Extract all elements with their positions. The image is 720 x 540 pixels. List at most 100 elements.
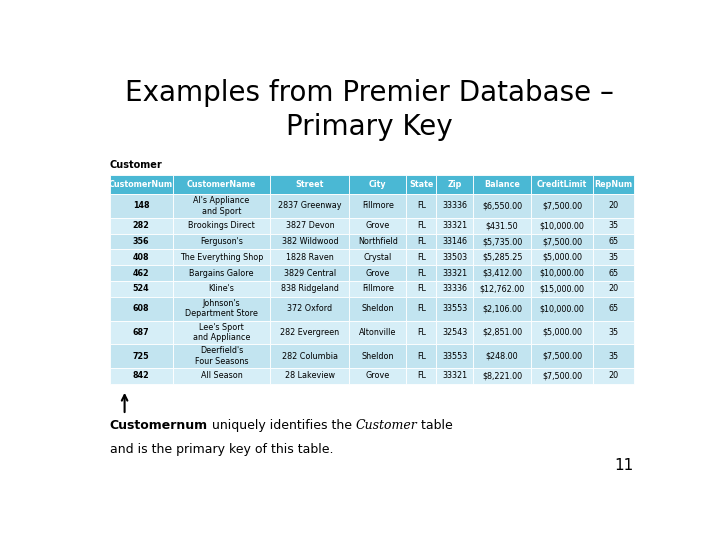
Bar [109, 281, 173, 297]
Text: 35: 35 [608, 253, 618, 262]
Text: 65: 65 [608, 268, 618, 278]
Bar [271, 194, 349, 218]
Bar [531, 344, 593, 368]
Bar [436, 249, 473, 265]
Bar [349, 265, 406, 281]
Text: 33321: 33321 [442, 268, 467, 278]
Text: FL: FL [417, 285, 426, 293]
Bar [349, 234, 406, 249]
Bar [406, 368, 436, 384]
Text: $8,221.00: $8,221.00 [482, 372, 522, 380]
Text: Customer: Customer [356, 419, 418, 432]
Bar [531, 194, 593, 218]
Text: 725: 725 [132, 352, 150, 361]
Bar [531, 321, 593, 344]
Bar [473, 344, 531, 368]
Bar [271, 218, 349, 234]
Bar [271, 344, 349, 368]
Text: 20: 20 [608, 201, 618, 211]
Text: 33553: 33553 [442, 304, 467, 313]
Text: Bargains Galore: Bargains Galore [189, 268, 254, 278]
Bar [436, 218, 473, 234]
Bar [173, 175, 271, 194]
Text: Brookings Direct: Brookings Direct [188, 221, 255, 230]
Bar [436, 321, 473, 344]
Bar [436, 234, 473, 249]
Bar [271, 249, 349, 265]
Text: $7,500.00: $7,500.00 [542, 352, 582, 361]
Text: 524: 524 [132, 285, 150, 293]
Bar [173, 368, 271, 384]
Bar [406, 218, 436, 234]
Text: 356: 356 [132, 237, 149, 246]
Text: 20: 20 [608, 372, 618, 380]
Bar [473, 249, 531, 265]
Text: $5,000.00: $5,000.00 [542, 253, 582, 262]
Bar [349, 194, 406, 218]
Bar [593, 368, 634, 384]
Text: 33553: 33553 [442, 352, 467, 361]
Text: $6,550.00: $6,550.00 [482, 201, 522, 211]
Bar [531, 175, 593, 194]
Bar [109, 344, 173, 368]
Bar [349, 249, 406, 265]
Text: Lee's Sport
and Appliance: Lee's Sport and Appliance [193, 323, 251, 342]
Text: 32543: 32543 [442, 328, 467, 337]
Bar [109, 265, 173, 281]
Bar [593, 249, 634, 265]
Bar [349, 368, 406, 384]
Bar [436, 344, 473, 368]
Text: Johnson's
Department Store: Johnson's Department Store [185, 299, 258, 319]
Text: FL: FL [417, 304, 426, 313]
Text: 33503: 33503 [442, 253, 467, 262]
Bar [593, 194, 634, 218]
Bar [593, 321, 634, 344]
Text: 20: 20 [608, 285, 618, 293]
Text: CustomerNum: CustomerNum [109, 180, 173, 189]
Text: Zip: Zip [448, 180, 462, 189]
Bar [173, 249, 271, 265]
Text: 1828 Raven: 1828 Raven [286, 253, 334, 262]
Text: 65: 65 [608, 304, 618, 313]
Text: 382 Wildwood: 382 Wildwood [282, 237, 338, 246]
Bar [436, 194, 473, 218]
Bar [173, 281, 271, 297]
Text: RepNum: RepNum [595, 180, 633, 189]
Text: 65: 65 [608, 237, 618, 246]
Bar [473, 265, 531, 281]
Text: 838 Ridgeland: 838 Ridgeland [281, 285, 339, 293]
Text: Deerfield's
Four Seasons: Deerfield's Four Seasons [195, 346, 248, 366]
Text: Sheldon: Sheldon [361, 352, 394, 361]
Text: CustomerName: CustomerName [187, 180, 256, 189]
Bar [406, 297, 436, 321]
Text: 35: 35 [608, 328, 618, 337]
Text: $12,762.00: $12,762.00 [480, 285, 525, 293]
Bar [406, 344, 436, 368]
Text: Altonville: Altonville [359, 328, 397, 337]
Text: $431.50: $431.50 [486, 221, 518, 230]
Text: The Everything Shop: The Everything Shop [180, 253, 264, 262]
Bar [406, 321, 436, 344]
Text: Fillmore: Fillmore [362, 285, 394, 293]
Text: 35: 35 [608, 352, 618, 361]
Text: Customer: Customer [109, 160, 162, 170]
Bar [531, 368, 593, 384]
Text: 33336: 33336 [442, 201, 467, 211]
Text: FL: FL [417, 268, 426, 278]
Text: 35: 35 [608, 221, 618, 230]
Bar [406, 194, 436, 218]
Text: Ferguson's: Ferguson's [200, 237, 243, 246]
Text: FL: FL [417, 253, 426, 262]
Text: 687: 687 [132, 328, 150, 337]
Text: uniquely identifies the: uniquely identifies the [207, 419, 356, 432]
Text: FL: FL [417, 237, 426, 246]
Text: FL: FL [417, 201, 426, 211]
Bar [473, 321, 531, 344]
Text: Customernum: Customernum [109, 419, 207, 432]
Bar [109, 321, 173, 344]
Bar [173, 194, 271, 218]
Text: 842: 842 [132, 372, 150, 380]
Bar [593, 218, 634, 234]
Bar [271, 297, 349, 321]
Text: Balance: Balance [484, 180, 520, 189]
